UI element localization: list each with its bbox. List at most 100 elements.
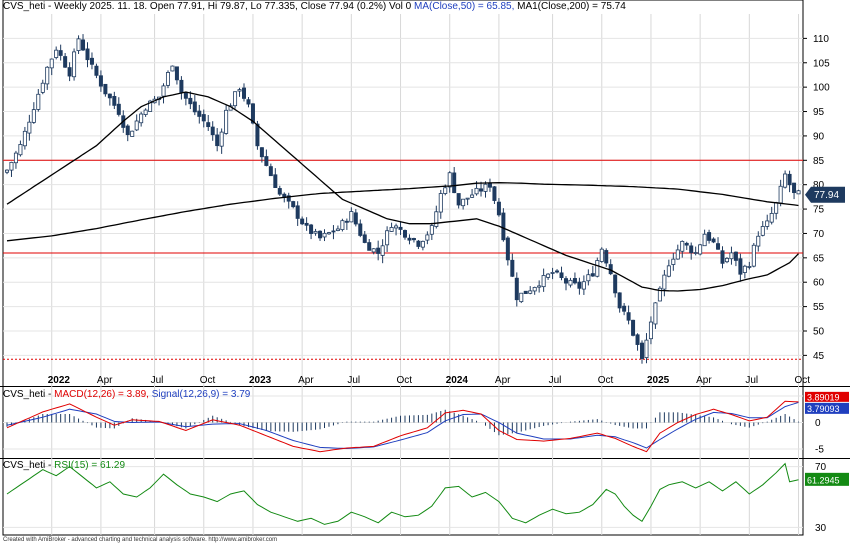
candle-up xyxy=(470,194,475,198)
x-tick-label: Apr xyxy=(298,375,314,386)
x-tick-label: 2025 xyxy=(647,375,670,386)
y-tick-label: 95 xyxy=(813,107,825,118)
candle-down xyxy=(617,292,622,309)
signal-badge-label: 3.79093 xyxy=(807,404,840,414)
y-tick-label: 50 xyxy=(813,326,825,337)
candle-up xyxy=(425,234,430,241)
macd-line xyxy=(6,400,799,453)
candle-up xyxy=(698,244,703,255)
candle-up xyxy=(340,220,345,230)
macd-panel-header: CVS_heti - MACD(12,26) = 3.89, Signal(12… xyxy=(3,389,250,401)
candle-up xyxy=(443,187,448,194)
y-tick-label: 65 xyxy=(813,253,825,264)
candle-down xyxy=(215,134,220,147)
x-tick-label: Apr xyxy=(696,375,712,386)
candle-up xyxy=(233,91,238,107)
candle-down xyxy=(188,97,193,105)
candle-up xyxy=(532,286,537,292)
candle-up xyxy=(237,89,242,92)
y-tick-label: 110 xyxy=(813,34,829,45)
candle-up xyxy=(438,193,443,213)
x-tick-label: Jul xyxy=(347,375,360,386)
candle-up xyxy=(729,252,734,260)
ma200-line xyxy=(6,182,799,242)
candle-down xyxy=(640,342,645,359)
candle-down xyxy=(286,195,291,202)
candles-group xyxy=(5,34,801,364)
candle-up xyxy=(219,131,224,147)
candle-down xyxy=(242,87,247,99)
candle-up xyxy=(49,58,54,69)
candle-up xyxy=(434,211,439,227)
candle-up xyxy=(76,38,81,51)
candle-up xyxy=(581,281,586,290)
candle-down xyxy=(407,237,412,241)
macd-badge xyxy=(805,391,849,402)
x-tick-label: Oct xyxy=(200,375,216,386)
candle-down xyxy=(98,75,103,87)
candle-up xyxy=(447,172,452,188)
candle-up xyxy=(796,190,801,195)
candle-down xyxy=(353,212,358,225)
candle-down xyxy=(501,212,506,241)
candle-down xyxy=(300,218,305,225)
x-tick-label: 2022 xyxy=(48,375,71,386)
candle-up xyxy=(671,258,676,265)
y-tick-label: 55 xyxy=(813,302,825,313)
x-tick-label: 2024 xyxy=(446,375,469,386)
rsi-prefix: CVS_heti - xyxy=(3,460,52,471)
rsi-badge-label: 61.2945 xyxy=(807,475,840,485)
candle-up xyxy=(568,279,573,286)
candle-down xyxy=(201,114,206,122)
candle-down xyxy=(103,83,108,95)
candle-down xyxy=(291,201,296,208)
candle-up xyxy=(519,292,524,303)
candle-up xyxy=(769,213,774,223)
candle-down xyxy=(792,182,797,194)
price-panel-header: CVS_heti - Weekly 2025. 11. 18. Open 77.… xyxy=(3,1,626,13)
candle-down xyxy=(716,243,721,250)
candle-down xyxy=(635,334,640,345)
candle-up xyxy=(550,272,555,274)
candle-up xyxy=(756,235,761,247)
x-tick-label: Jul xyxy=(151,375,164,386)
candle-up xyxy=(13,152,18,164)
candle-down xyxy=(268,166,273,177)
candle-up xyxy=(648,321,653,340)
x-tick-label: 2023 xyxy=(249,375,272,386)
candle-down xyxy=(559,272,564,279)
candle-down xyxy=(358,223,363,236)
candle-up xyxy=(36,93,41,110)
candle-up xyxy=(54,49,59,58)
candle-down xyxy=(523,290,528,294)
candle-up xyxy=(389,227,394,232)
candle-down xyxy=(331,230,336,233)
candle-down xyxy=(479,188,484,192)
candle-down xyxy=(210,126,215,136)
candle-up xyxy=(666,265,671,277)
candle-up xyxy=(653,302,658,325)
candle-down xyxy=(505,237,510,261)
candle-up xyxy=(680,240,685,252)
ma50-line xyxy=(6,91,799,292)
last-price-label: 77.94 xyxy=(814,190,839,201)
candle-up xyxy=(675,249,680,260)
candle-up xyxy=(380,245,385,256)
candle-down xyxy=(318,230,323,239)
candle-up xyxy=(546,273,551,278)
macd-y-tick-label: -5 xyxy=(815,445,824,456)
candle-down xyxy=(738,258,743,275)
candle-down xyxy=(376,247,381,254)
x-tick-label: Jul xyxy=(745,375,758,386)
candle-down xyxy=(255,123,260,147)
x-tick-label: Apr xyxy=(495,375,511,386)
candle-down xyxy=(67,67,72,77)
candle-down xyxy=(89,57,94,65)
candle-up xyxy=(742,265,747,273)
candle-down xyxy=(183,92,188,99)
candle-down xyxy=(496,201,501,216)
candle-up xyxy=(429,225,434,235)
candle-up xyxy=(657,287,662,302)
candle-down xyxy=(590,273,595,277)
